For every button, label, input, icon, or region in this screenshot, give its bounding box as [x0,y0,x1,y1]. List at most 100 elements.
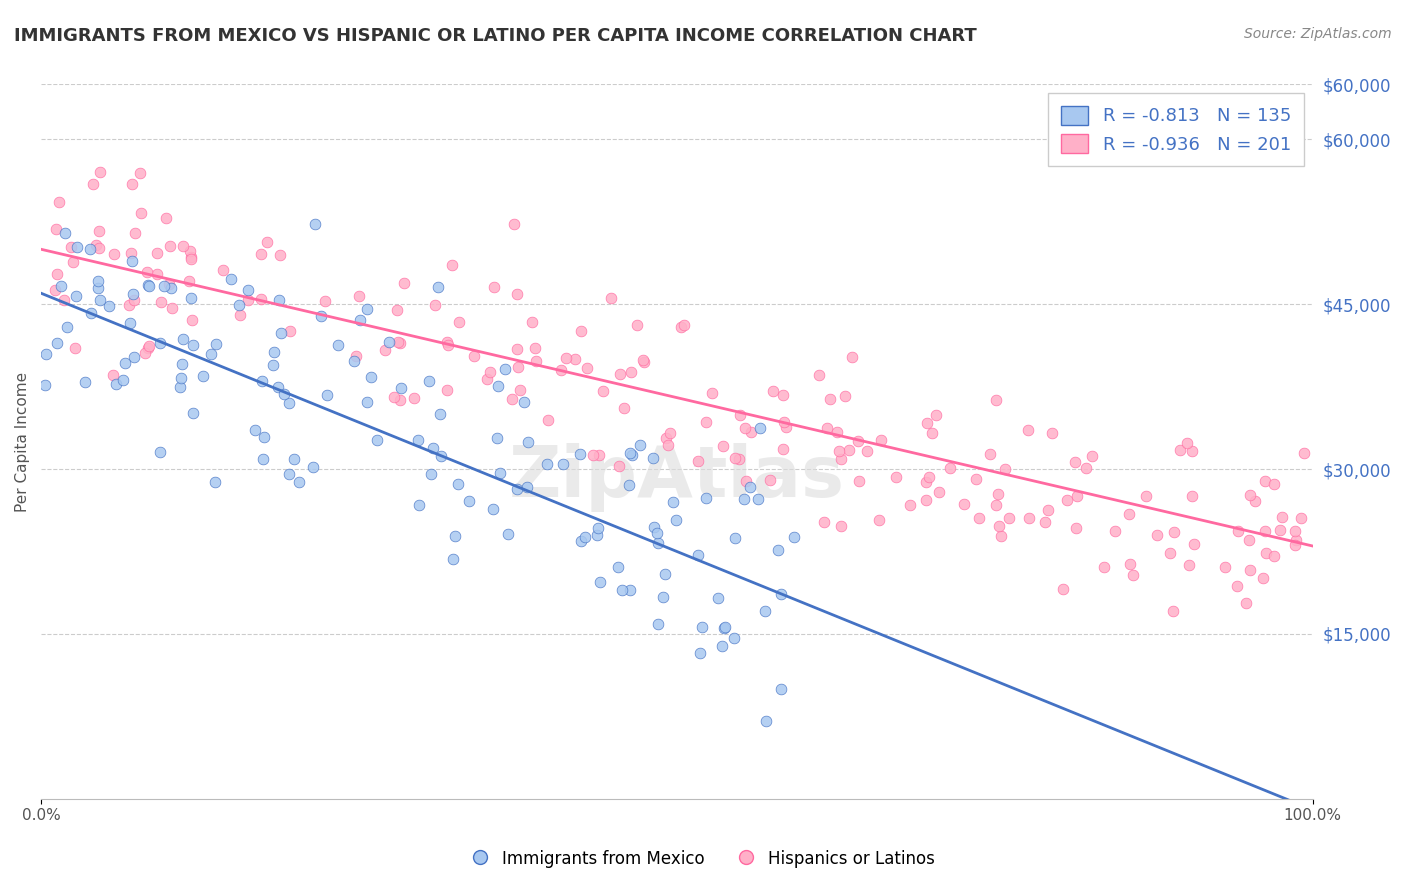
Point [1226,579,1249,593]
Point [1092,560,1115,574]
Point [482,502,505,516]
Point [253,430,276,444]
Point [643,451,665,466]
Point [586,520,609,534]
Point [1118,507,1140,521]
Point [825,425,848,439]
Point [212,262,235,277]
Point [1271,510,1294,524]
Point [928,485,950,500]
Point [554,351,576,365]
Point [657,438,679,452]
Point [509,383,531,397]
Point [915,475,938,490]
Point [458,494,481,508]
Point [349,312,371,326]
Point [436,383,458,397]
Point [914,493,936,508]
Point [356,395,378,409]
Point [1175,436,1198,450]
Point [138,339,160,353]
Point [848,475,870,489]
Point [422,441,444,455]
Point [221,272,243,286]
Point [1284,524,1306,538]
Point [170,371,193,385]
Point [146,245,169,260]
Point [112,373,135,387]
Point [1135,489,1157,503]
Point [477,372,499,386]
Point [45,336,67,351]
Legend: R = -0.813   N = 135, R = -0.936   N = 201: R = -0.813 N = 135, R = -0.936 N = 201 [1049,94,1303,167]
Point [631,352,654,367]
Point [387,335,409,350]
Point [191,369,214,384]
Point [869,433,891,447]
Point [172,357,194,371]
Point [647,536,669,550]
Point [735,474,758,488]
Point [728,408,751,422]
Point [669,320,692,334]
Point [830,452,852,467]
Point [769,681,792,696]
Point [658,425,681,440]
Point [925,409,948,423]
Point [516,435,538,450]
Point [34,378,56,392]
Point [419,467,441,481]
Point [575,360,598,375]
Point [841,351,863,365]
Point [762,384,785,398]
Point [998,511,1021,525]
Point [426,280,449,294]
Point [1254,546,1277,560]
Point [987,487,1010,501]
Point [65,240,87,254]
Point [44,284,66,298]
Point [588,575,610,590]
Point [838,442,860,457]
Point [620,365,643,379]
Point [486,379,509,393]
Point [1284,538,1306,552]
Point [1234,596,1257,610]
Point [868,513,890,527]
Point [1081,449,1104,463]
Point [388,335,411,350]
Point [520,315,543,329]
Point [75,375,97,389]
Point [915,416,938,430]
Point [1033,515,1056,529]
Point [423,298,446,312]
Point [695,416,717,430]
Point [672,318,695,332]
Point [436,335,458,350]
Point [569,324,592,338]
Point [89,165,111,179]
Point [747,491,769,506]
Point [245,423,267,437]
Point [385,302,408,317]
Point [815,421,838,435]
Point [447,315,470,329]
Point [86,274,108,288]
Point [665,513,688,527]
Point [855,443,877,458]
Point [1168,442,1191,457]
Point [503,217,526,231]
Point [626,318,648,332]
Point [592,384,614,398]
Point [87,281,110,295]
Point [134,345,156,359]
Point [783,530,806,544]
Point [501,392,523,406]
Point [818,392,841,407]
Point [124,226,146,240]
Point [378,334,401,349]
Point [1253,524,1275,538]
Point [172,333,194,347]
Point [120,246,142,260]
Point [610,583,633,598]
